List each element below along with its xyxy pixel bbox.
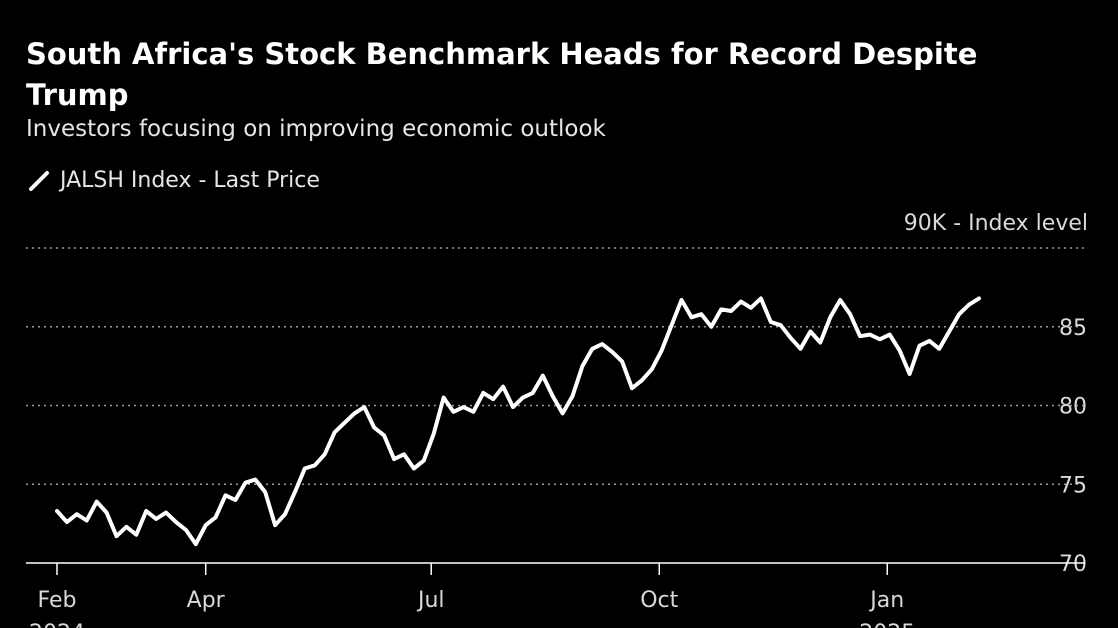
legend: JALSH Index - Last Price (28, 168, 320, 193)
y-tick-label-75: 75 (1059, 473, 1087, 498)
chart-title: South Africa's Stock Benchmark Heads for… (26, 37, 978, 112)
x-tick-label-jul: Jul (416, 588, 445, 613)
y-tick-label-85: 85 (1059, 316, 1087, 341)
x-tick-label-jan: Jan (868, 588, 904, 613)
legend-line-icon (29, 170, 49, 191)
grid-layer (26, 247, 1085, 485)
y-tick-label-70: 70 (1059, 552, 1087, 577)
y-unit-label: 90K - Index level (904, 211, 1088, 236)
x-tick-year-2024: 2024 (29, 621, 85, 628)
axis-layer: 90K - Index level 70 75 80 85 Feb 2024 Apr Jul Oc… (26, 211, 1088, 628)
y-tick-label-80: 80 (1059, 395, 1087, 420)
x-tick-label-apr: Apr (187, 588, 226, 613)
chart-subtitle: Investors focusing on improving economic… (26, 116, 606, 142)
x-tick-label-feb: Feb (38, 588, 77, 613)
series-layer (55, 296, 981, 547)
x-tick-year-2025: 2025 (859, 621, 915, 628)
series-line-0 (55, 296, 981, 547)
x-tick-label-oct: Oct (640, 588, 678, 613)
legend-label: JALSH Index - Last Price (60, 168, 320, 193)
